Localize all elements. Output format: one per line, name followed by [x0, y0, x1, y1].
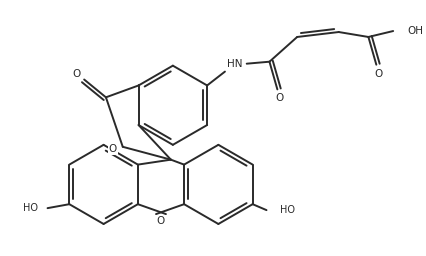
Text: O: O [109, 144, 117, 154]
Text: HN: HN [227, 59, 242, 69]
Text: O: O [374, 69, 383, 79]
Text: O: O [157, 216, 165, 226]
Text: HO: HO [23, 203, 37, 213]
Text: O: O [275, 93, 283, 103]
Text: HO: HO [280, 205, 295, 215]
Text: O: O [72, 69, 81, 79]
Text: OH: OH [407, 26, 423, 36]
